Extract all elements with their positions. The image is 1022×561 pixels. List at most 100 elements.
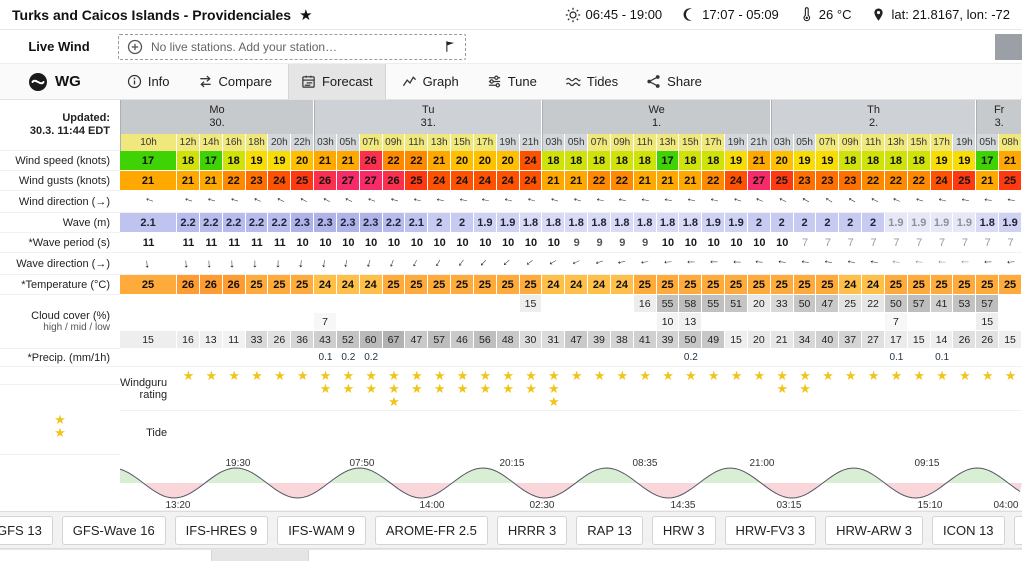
direction-arrow-icon: → — [958, 256, 971, 271]
model-tab-hrw-3[interactable]: HRW 3 — [651, 515, 716, 545]
hour-header: 17h — [473, 134, 497, 151]
tab-forecast[interactable]: Forecast — [287, 64, 386, 99]
wind-speed-cell: 21 — [314, 151, 337, 171]
tab-graph[interactable]: Graph — [313, 550, 394, 561]
tab-graph[interactable]: Graph — [390, 64, 471, 99]
wind-direction-cell: → — [428, 191, 452, 213]
model-tab-hrw-arw-3[interactable]: HRW-ARW 3 — [825, 515, 923, 545]
temperature-cell: 26 — [177, 275, 200, 295]
star-icon: ★ — [890, 368, 903, 383]
tab-tune[interactable]: Tune — [475, 64, 549, 99]
wind-direction-cell: → — [382, 191, 406, 213]
add-station-box[interactable]: No live stations. Add your station… — [118, 33, 466, 60]
star-icon: ★ — [753, 368, 766, 383]
tab-tides[interactable]: Tides — [553, 64, 630, 99]
star-icon: ★ — [525, 368, 537, 383]
precip-cell — [199, 349, 223, 367]
star-icon: ★ — [228, 368, 240, 383]
model-tab-gfs-wave-16[interactable]: GFS-Wave 16 — [61, 515, 166, 545]
day-header-mo30-[interactable]: Mo 30. — [120, 100, 315, 134]
wave-direction-cell: → — [633, 253, 657, 275]
favorite-star-icon[interactable]: ★ — [299, 6, 313, 24]
svg-text:09:15: 09:15 — [914, 457, 939, 468]
cloud-mid-cell — [336, 313, 360, 331]
cloud-mid-cell — [793, 313, 817, 331]
model-tab-hrrr-3[interactable]: HRRR 3 — [496, 515, 568, 545]
rating-cell: ★ — [884, 367, 908, 411]
forecast-icon — [301, 74, 316, 89]
wave-height-cell: 1.9 — [953, 213, 977, 233]
hour-header: 03h — [542, 134, 566, 151]
wind-direction-cell: → — [953, 191, 977, 213]
tab-tides[interactable]: Tides — [463, 550, 540, 561]
precip-cell — [770, 349, 794, 367]
model-tab-gdps-15[interactable]: GDPS 15 — [1013, 515, 1022, 545]
side-panel-handle[interactable] — [995, 33, 1022, 60]
star-icon: ★ — [639, 368, 652, 383]
precip-cell — [222, 349, 246, 367]
wave-period-cell: 10 — [405, 233, 429, 253]
temperature-cell: 25 — [725, 275, 748, 295]
cloud-low-cell: 50 — [679, 331, 703, 349]
day-header-tu31-[interactable]: Tu 31. — [314, 100, 543, 134]
cloud-low-cell: 15 — [907, 331, 931, 349]
day-header-fr3-[interactable]: Fr 3. — [976, 100, 1022, 134]
wind-gust-cell: 25 — [953, 171, 977, 191]
tab-info[interactable]: Info — [140, 550, 207, 561]
direction-arrow-icon: → — [568, 193, 585, 210]
wave-period-cell: 10 — [519, 233, 543, 253]
temperature-cell: 25 — [405, 275, 429, 295]
wind-gust-cell: 21 — [633, 171, 657, 191]
rating-cell: ★ — [633, 367, 657, 411]
wave-direction-cell: → — [496, 253, 520, 275]
tab-share[interactable]: Share — [545, 550, 625, 561]
cloud-low-cell: 13 — [199, 331, 223, 349]
rating-cell: ★ ★ — [359, 367, 383, 411]
wave-height-cell: 2.1 — [405, 213, 429, 233]
temperature-cell: 25 — [633, 275, 657, 295]
model-tab-ifs-wam-9[interactable]: IFS-WAM 9 — [277, 515, 366, 545]
cloud-high-cell — [496, 295, 520, 313]
model-tab-hrw-fv3-3[interactable]: HRW-FV3 3 — [724, 515, 817, 545]
model-tab-arome-fr-2-5[interactable]: AROME-FR 2.5 — [374, 515, 488, 545]
hour-header: 14h — [199, 134, 223, 151]
temperature-cell: 25 — [770, 275, 794, 295]
hour-header: 11h — [862, 134, 885, 151]
wind-gust-cell: 22 — [884, 171, 908, 191]
wind-direction-cell: → — [816, 191, 840, 213]
tab-info[interactable]: Info — [115, 64, 182, 99]
hour-header: 11h — [405, 134, 429, 151]
direction-arrow-icon: → — [752, 256, 766, 271]
cloud-low-cell: 40 — [816, 331, 840, 349]
tab-compare[interactable]: Compare — [186, 64, 284, 99]
model-tab-rap-13[interactable]: RAP 13 — [576, 515, 643, 545]
cloud-high-cell: 57 — [907, 295, 931, 313]
wind-speed-cell: 18 — [839, 151, 863, 171]
wind-speed-cell: 20 — [473, 151, 497, 171]
wave-period-cell: 10 — [359, 233, 383, 253]
star-icon: ★ — [776, 381, 789, 396]
cloud-high-cell: 41 — [930, 295, 954, 313]
wave-direction-cell: → — [451, 253, 474, 275]
day-header-th2-[interactable]: Th 2. — [770, 100, 977, 134]
hour-header: 09h — [839, 134, 863, 151]
temperature-cell: 25 — [793, 275, 817, 295]
model-tab-gfs-13[interactable]: GFS 13 — [0, 515, 53, 545]
model-tab-ifs-hres-9[interactable]: IFS-HRES 9 — [174, 515, 269, 545]
wave-height-cell: 2.2 — [382, 213, 406, 233]
hour-header: 05h — [976, 134, 1000, 151]
star-icon: ★ — [433, 368, 446, 383]
temperature-cell: 25 — [999, 275, 1022, 295]
tab-more[interactable]: More — [628, 550, 703, 561]
day-header-we1-[interactable]: We 1. — [542, 100, 771, 134]
wave-period-cell: 11 — [222, 233, 246, 253]
model-tab-icon-13[interactable]: ICON 13 — [931, 515, 1005, 545]
wave-height-cell: 2.3 — [359, 213, 383, 233]
tab-share[interactable]: Share — [634, 64, 714, 99]
rating-cell: ★ ★ — [405, 367, 429, 411]
direction-arrow-icon: → — [409, 193, 425, 210]
temperature-cell: 25 — [679, 275, 703, 295]
wg-logo[interactable]: WG — [28, 72, 81, 92]
tab-2d[interactable]: 2D — [398, 550, 460, 561]
tab-forecast[interactable]: Forecast — [211, 550, 309, 561]
